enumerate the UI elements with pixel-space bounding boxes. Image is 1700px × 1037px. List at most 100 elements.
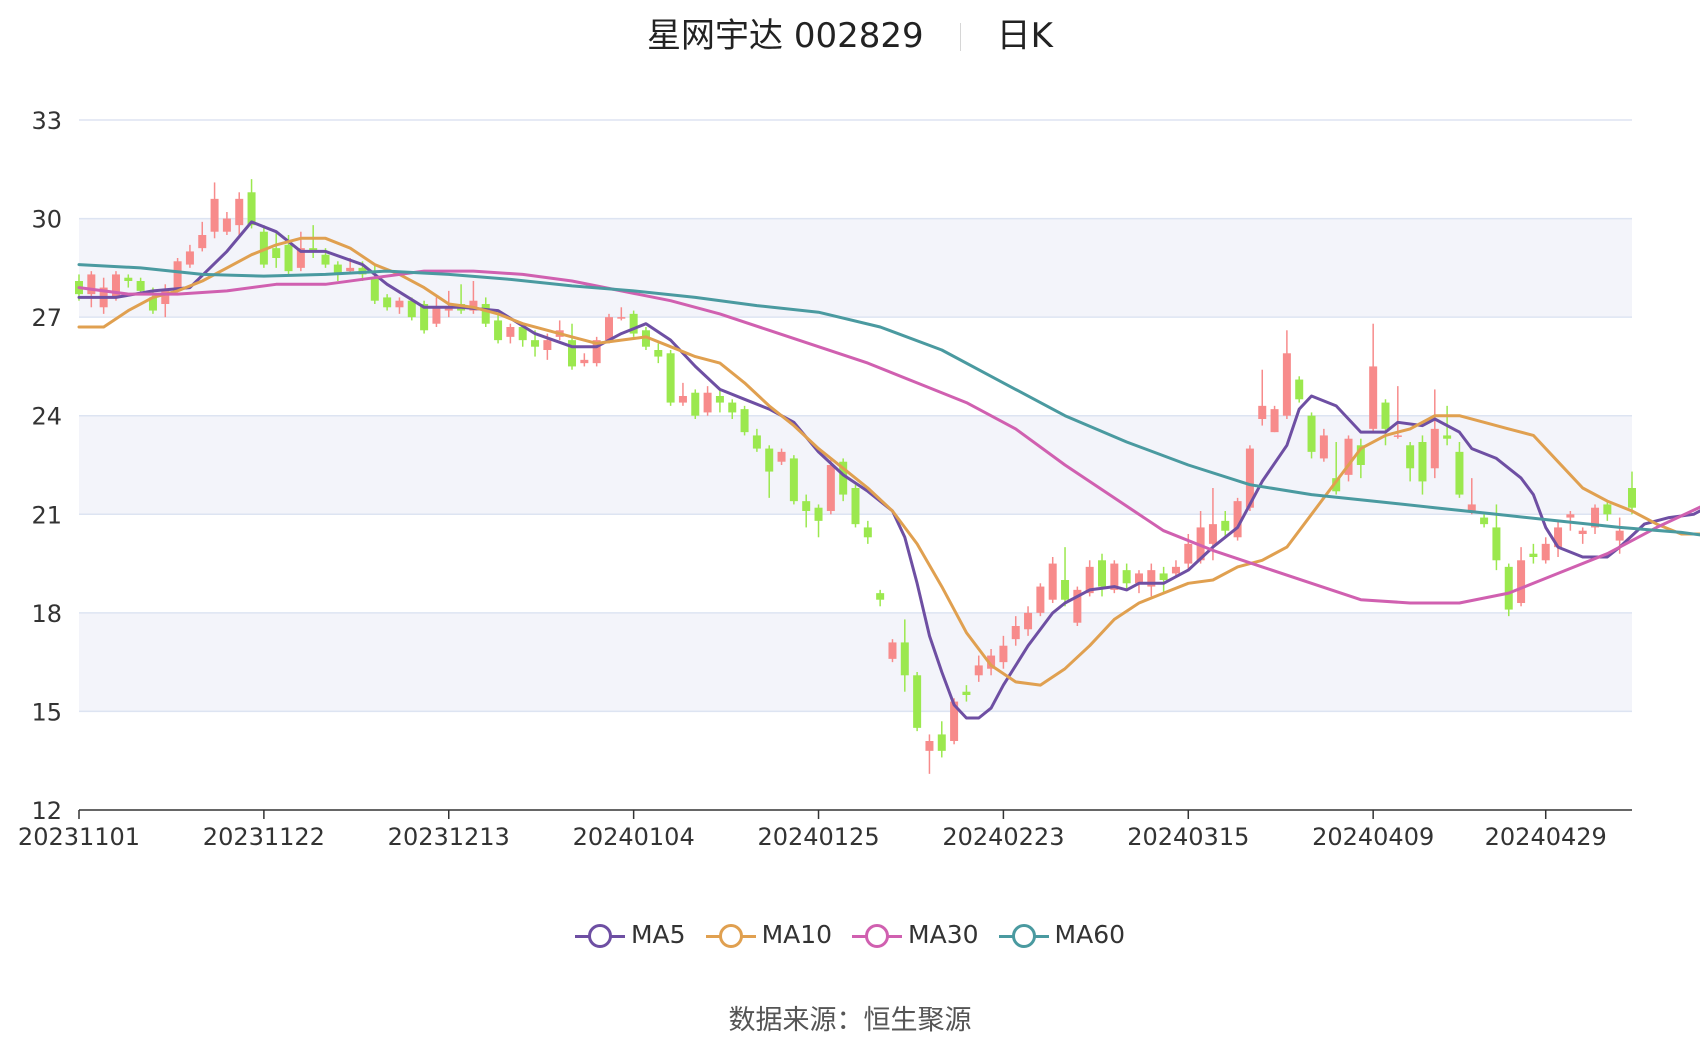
legend-label: MA10 xyxy=(761,919,833,949)
y-tick-label: 33 xyxy=(31,107,62,135)
y-tick-label: 15 xyxy=(31,698,62,726)
candle-down xyxy=(937,721,946,758)
candle-up xyxy=(185,244,194,268)
candle-body xyxy=(247,192,256,226)
legend-item-ma5[interactable]: MA5 xyxy=(574,920,686,949)
candle-up xyxy=(173,258,182,291)
legend-circle xyxy=(865,923,890,948)
candle-up xyxy=(1233,497,1242,541)
candle-down xyxy=(851,484,860,528)
background-bands xyxy=(79,218,1632,712)
candle-up xyxy=(1036,583,1045,617)
candle-down xyxy=(136,277,145,295)
candle-body xyxy=(272,248,281,258)
candle-body xyxy=(1430,428,1439,469)
candle-body xyxy=(124,277,133,281)
candle-down xyxy=(1061,547,1070,607)
x-tick-label: 20240125 xyxy=(757,823,879,851)
candle-down xyxy=(654,343,663,364)
x-tick-label: 20231101 xyxy=(18,823,140,851)
candle-body xyxy=(1554,527,1563,548)
candle-up xyxy=(974,655,983,682)
candle-body xyxy=(543,340,552,350)
candle-body xyxy=(629,313,638,334)
candle-body xyxy=(395,300,404,308)
candle-body xyxy=(420,304,429,331)
candle-down xyxy=(802,494,811,528)
candle-body xyxy=(1332,478,1341,492)
candle-body xyxy=(531,340,540,347)
candle-body xyxy=(1282,353,1291,416)
candle-down xyxy=(752,428,761,452)
candle-down xyxy=(1480,514,1489,528)
candle-body xyxy=(161,290,170,304)
candle-body xyxy=(1566,514,1575,518)
candle-body xyxy=(1467,504,1476,511)
candle-body xyxy=(1356,445,1365,465)
stock-name: 星网宇达 002829 xyxy=(647,16,924,56)
candle-body xyxy=(592,340,601,364)
candle-down xyxy=(1159,566,1168,594)
candle-down xyxy=(1356,438,1365,479)
candle-body xyxy=(604,317,613,341)
candle-body xyxy=(913,675,922,728)
candle-up xyxy=(1344,435,1353,482)
candle-body xyxy=(1270,409,1279,433)
candle-body xyxy=(1628,488,1636,508)
candle-body xyxy=(826,465,835,511)
candle-body xyxy=(1480,517,1489,525)
candle-body xyxy=(1307,415,1316,452)
candle-up xyxy=(1591,504,1600,534)
candle-up xyxy=(395,297,404,314)
candle-up xyxy=(1430,389,1439,479)
candle-up xyxy=(1024,606,1033,636)
candle-down xyxy=(765,445,774,498)
candle-body xyxy=(87,274,96,295)
candle-body xyxy=(802,501,811,511)
x-tick-label: 20240104 xyxy=(573,823,695,851)
candle-body xyxy=(666,353,675,403)
candle-body xyxy=(111,274,120,298)
chart-title: 星网宇达 002829 日K xyxy=(0,8,1700,57)
candle-body xyxy=(321,254,330,265)
x-tick-label: 20240315 xyxy=(1127,823,1249,851)
candle-up xyxy=(987,649,996,676)
legend-item-ma10[interactable]: MA10 xyxy=(705,919,833,949)
axes: 12 15 18 21 24 27 30 33 20231101 20231122 20231213… xyxy=(18,107,1632,851)
candle-body xyxy=(1061,580,1070,600)
legend-label: MA30 xyxy=(908,919,979,949)
candle-down xyxy=(481,297,490,327)
candle-body xyxy=(789,458,798,502)
candle-body xyxy=(1381,402,1390,429)
candle-down xyxy=(1122,563,1131,590)
ma10-line xyxy=(77,236,1700,687)
candle-down xyxy=(1418,435,1427,495)
legend-item-ma60[interactable]: MA60 xyxy=(998,920,1125,949)
ma30-line xyxy=(77,269,1700,605)
candle-body xyxy=(1603,504,1612,515)
candle-body xyxy=(777,451,786,462)
candle-body xyxy=(1110,563,1119,590)
candle-down xyxy=(1504,563,1513,617)
candle-body xyxy=(185,251,194,265)
candle-up xyxy=(1073,586,1082,626)
candle-body xyxy=(518,327,527,341)
candle-body xyxy=(432,307,441,324)
legend: MA5 MA10 MA30 MA60 xyxy=(0,918,1700,949)
candlestick-chart: 12 15 18 21 24 27 30 33 20231101 20231122 20231213… xyxy=(18,107,1700,851)
candle-body xyxy=(962,691,971,695)
legend-marker-icon xyxy=(705,923,756,949)
candle-body xyxy=(1208,524,1217,544)
legend-circle xyxy=(587,923,612,948)
candle-down xyxy=(900,619,909,692)
candle-up xyxy=(925,734,934,774)
candle-up xyxy=(826,458,835,515)
candle-up xyxy=(999,635,1008,669)
legend-item-ma30[interactable]: MA30 xyxy=(852,919,979,949)
candle-body xyxy=(925,741,934,751)
candle-body xyxy=(1578,530,1587,534)
candle-up xyxy=(198,221,207,252)
y-tick-label: 27 xyxy=(31,304,62,332)
x-tick-label: 20240409 xyxy=(1312,823,1434,851)
candle-body xyxy=(1615,530,1624,541)
